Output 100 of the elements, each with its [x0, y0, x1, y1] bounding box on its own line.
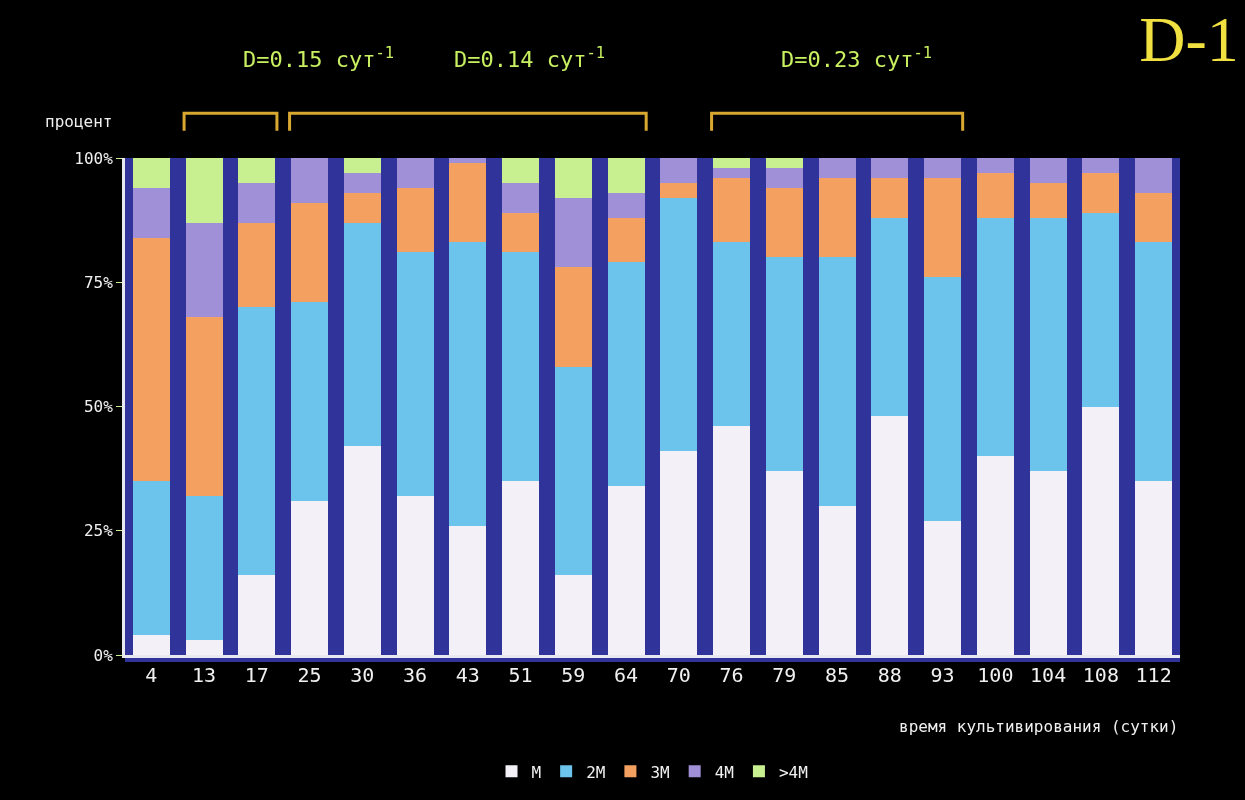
bar: [238, 307, 276, 576]
bar: [396, 158, 434, 188]
bar: [291, 202, 329, 303]
bar: [660, 182, 698, 198]
bar: [765, 257, 803, 472]
bar: [238, 182, 276, 223]
legend-label: 4M: [714, 762, 734, 782]
text: D=0.14 сут$^{-1}$: [454, 44, 605, 73]
x-tick-label: 100: [977, 663, 1014, 687]
bar: [343, 222, 381, 447]
bar: [449, 242, 487, 526]
bar: [185, 495, 223, 641]
bar: [502, 158, 540, 183]
bar: [1082, 172, 1120, 213]
bar: [607, 217, 645, 263]
bar: [238, 158, 276, 183]
bar: [976, 172, 1014, 218]
bar: [1135, 158, 1173, 193]
x-tick-label: 76: [719, 663, 744, 687]
x-tick-label: 36: [403, 663, 428, 687]
bar: [396, 252, 434, 496]
x-tick-label: 17: [244, 663, 269, 687]
x-tick-label: 85: [825, 663, 850, 687]
x-tick-label: 93: [930, 663, 955, 687]
bar: [660, 158, 698, 183]
bar: [185, 317, 223, 496]
bar: [607, 158, 645, 193]
bar: [502, 252, 540, 482]
bar: [449, 162, 487, 243]
bar: [713, 167, 751, 178]
legend-label: 3M: [650, 762, 670, 782]
bar: [713, 242, 751, 427]
bar: [291, 158, 329, 203]
bar: [554, 158, 592, 198]
bar: [396, 187, 434, 253]
y-tick-label: 0%: [93, 645, 114, 665]
bar: [818, 177, 856, 258]
bar: [607, 192, 645, 218]
x-tick-label: 79: [772, 663, 797, 687]
bar: [1029, 158, 1067, 183]
bar: [502, 182, 540, 213]
bar: [765, 167, 803, 188]
x-axis-title: время культивирования (сутки): [899, 717, 1179, 736]
bar: [132, 158, 170, 188]
bar: [1082, 212, 1120, 407]
bar: [924, 158, 962, 178]
bar: [1135, 192, 1173, 243]
x-tick-label: 104: [1030, 663, 1067, 687]
x-tick-label: 64: [614, 663, 639, 687]
bar: [132, 481, 170, 636]
x-tick-label: 13: [192, 663, 217, 687]
bar: [291, 302, 329, 501]
bar: [818, 158, 856, 178]
bar: [1082, 158, 1120, 173]
bar: [924, 177, 962, 278]
bar: [1029, 182, 1067, 218]
x-tick-label: 70: [666, 663, 691, 687]
bar: [976, 158, 1014, 173]
bar: [185, 222, 223, 318]
legend-label: 2M: [586, 762, 606, 782]
x-tick-label: 43: [455, 663, 480, 687]
bar: [713, 158, 751, 168]
y-axis-title: процент: [45, 112, 113, 131]
bar: [343, 172, 381, 193]
bar: [238, 222, 276, 308]
bar: [607, 262, 645, 487]
bar: [871, 217, 909, 417]
bar: [818, 257, 856, 506]
bar: [132, 187, 170, 238]
bar: [502, 212, 540, 253]
y-tick-label: 75%: [83, 272, 114, 292]
bar: [660, 197, 698, 452]
bar: [185, 158, 223, 223]
text: D=0.23 сут$^{-1}$: [781, 44, 932, 73]
bar: [1029, 217, 1067, 472]
bar: [1135, 242, 1173, 482]
x-tick-label: 51: [508, 663, 533, 687]
bar: [924, 277, 962, 521]
x-tick-label: 88: [877, 663, 902, 687]
text: D=0.15 сут$^{-1}$: [243, 44, 394, 73]
bar: [871, 158, 909, 178]
y-tick-label: 25%: [83, 521, 114, 541]
y-tick-label: 50%: [83, 397, 114, 417]
x-tick-label: 112: [1135, 663, 1172, 687]
bar: [765, 187, 803, 258]
bar: [554, 197, 592, 268]
bar: [449, 158, 487, 163]
x-tick-label: 108: [1082, 663, 1119, 687]
bar: [713, 177, 751, 243]
x-tick-label: 30: [350, 663, 375, 687]
bar: [343, 158, 381, 173]
y-tick-label: 100%: [74, 148, 114, 168]
x-tick-label: 59: [561, 663, 586, 687]
bar: [765, 158, 803, 168]
legend-label: M: [531, 762, 542, 782]
x-tick-label: 4: [145, 663, 158, 687]
bar: [554, 267, 592, 367]
legend-label: >4M: [778, 762, 808, 782]
bar: [132, 237, 170, 482]
bar: [976, 217, 1014, 457]
